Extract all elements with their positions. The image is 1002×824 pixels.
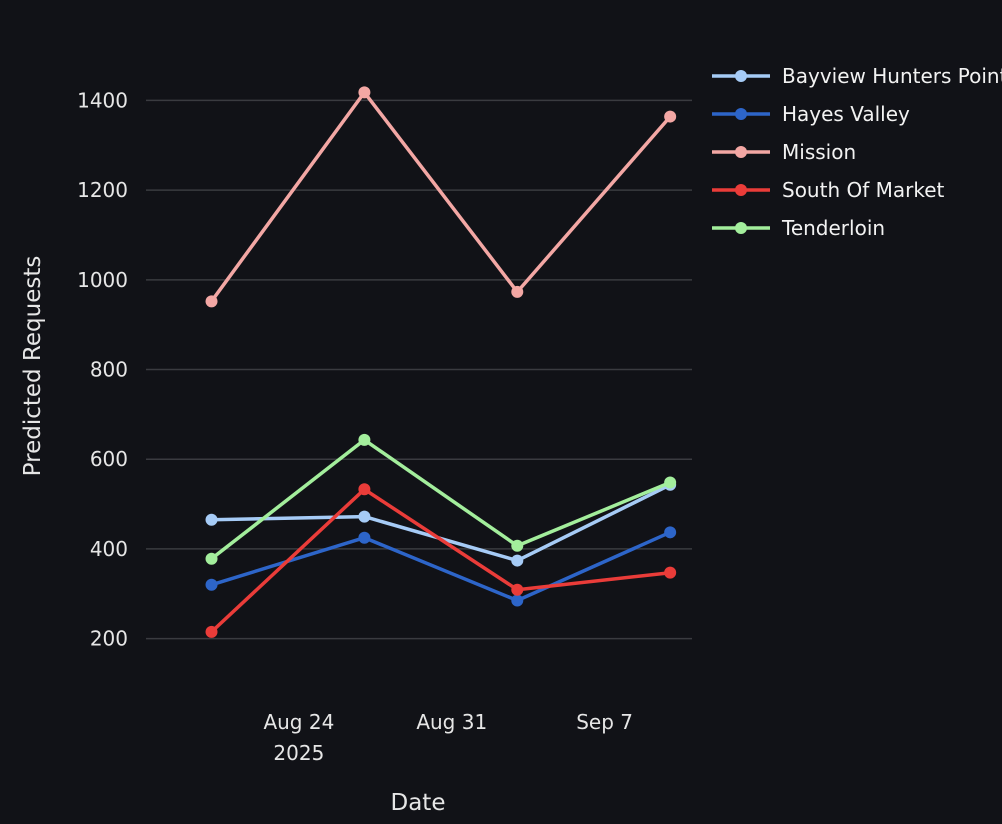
series-line (210, 438, 671, 561)
legend-item[interactable]: Hayes Valley (712, 102, 910, 126)
data-point[interactable] (358, 510, 371, 523)
series-tenderloin (205, 433, 677, 565)
data-point[interactable] (205, 295, 218, 308)
data-point[interactable] (511, 594, 524, 607)
y-tick-label: 1000 (77, 268, 128, 292)
legend-label: Bayview Hunters Point (782, 64, 1002, 88)
series-south-of-market (205, 483, 677, 638)
legend-swatch-marker (735, 146, 747, 158)
y-tick-label: 400 (90, 537, 128, 561)
data-point[interactable] (664, 476, 677, 489)
y-axis-ticks: 200 400 600 800 1000 1200 1400 (77, 88, 128, 650)
data-point[interactable] (664, 110, 677, 123)
x-axis-title: Date (391, 790, 446, 816)
x-axis-ticks: Aug 24 2025 Aug 31 Sep 7 (263, 710, 633, 765)
data-point[interactable] (358, 483, 371, 496)
data-point[interactable] (205, 513, 218, 526)
y-tick-label: 800 (90, 358, 128, 382)
y-tick-label: 1400 (77, 88, 128, 112)
x-tick-label: Aug 24 (263, 710, 334, 734)
series-line (210, 90, 672, 303)
y-tick-label: 200 (90, 627, 128, 651)
data-point[interactable] (205, 625, 218, 638)
data-point[interactable] (511, 539, 524, 552)
x-tick-sublabel: 2025 (273, 741, 324, 765)
legend-label: South Of Market (782, 178, 945, 202)
data-point[interactable] (511, 583, 524, 596)
legend-label: Mission (782, 140, 856, 164)
legend-label: Hayes Valley (782, 102, 910, 126)
data-point[interactable] (205, 578, 218, 591)
data-point[interactable] (664, 566, 677, 579)
legend-swatch-marker (735, 184, 747, 196)
x-tick-label: Sep 7 (576, 710, 633, 734)
series-line (210, 487, 671, 634)
data-point[interactable] (664, 526, 677, 539)
data-point[interactable] (511, 554, 524, 567)
gridlines (146, 99, 692, 640)
y-tick-label: 600 (90, 447, 128, 471)
legend: Bayview Hunters Point Hayes Valley Mission… (712, 64, 1002, 240)
legend-swatch-marker (735, 70, 747, 82)
series-mission (205, 86, 677, 308)
data-point[interactable] (358, 531, 371, 544)
y-axis-title: Predicted Requests (20, 256, 46, 477)
data-point[interactable] (358, 86, 371, 99)
x-tick-label: Aug 31 (416, 710, 487, 734)
legend-item[interactable]: Tenderloin (712, 216, 885, 240)
legend-item[interactable]: Mission (712, 140, 856, 164)
legend-item[interactable]: Bayview Hunters Point (712, 64, 1002, 88)
data-point[interactable] (511, 285, 524, 298)
data-point[interactable] (358, 433, 371, 446)
legend-swatch-marker (735, 108, 747, 120)
series-lines (205, 86, 677, 638)
y-tick-label: 1200 (77, 178, 128, 202)
data-point[interactable] (205, 552, 218, 565)
legend-swatch-marker (735, 222, 747, 234)
legend-item[interactable]: South Of Market (712, 178, 945, 202)
legend-label: Tenderloin (781, 216, 885, 240)
